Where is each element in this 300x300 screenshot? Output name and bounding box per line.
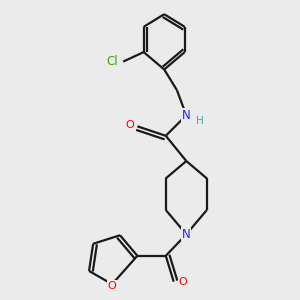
Text: H: H xyxy=(196,116,203,126)
Text: O: O xyxy=(108,281,116,291)
Text: N: N xyxy=(182,109,191,122)
Text: N: N xyxy=(182,228,191,241)
Text: Cl: Cl xyxy=(106,55,118,68)
Text: O: O xyxy=(179,277,188,287)
Text: O: O xyxy=(125,120,134,130)
